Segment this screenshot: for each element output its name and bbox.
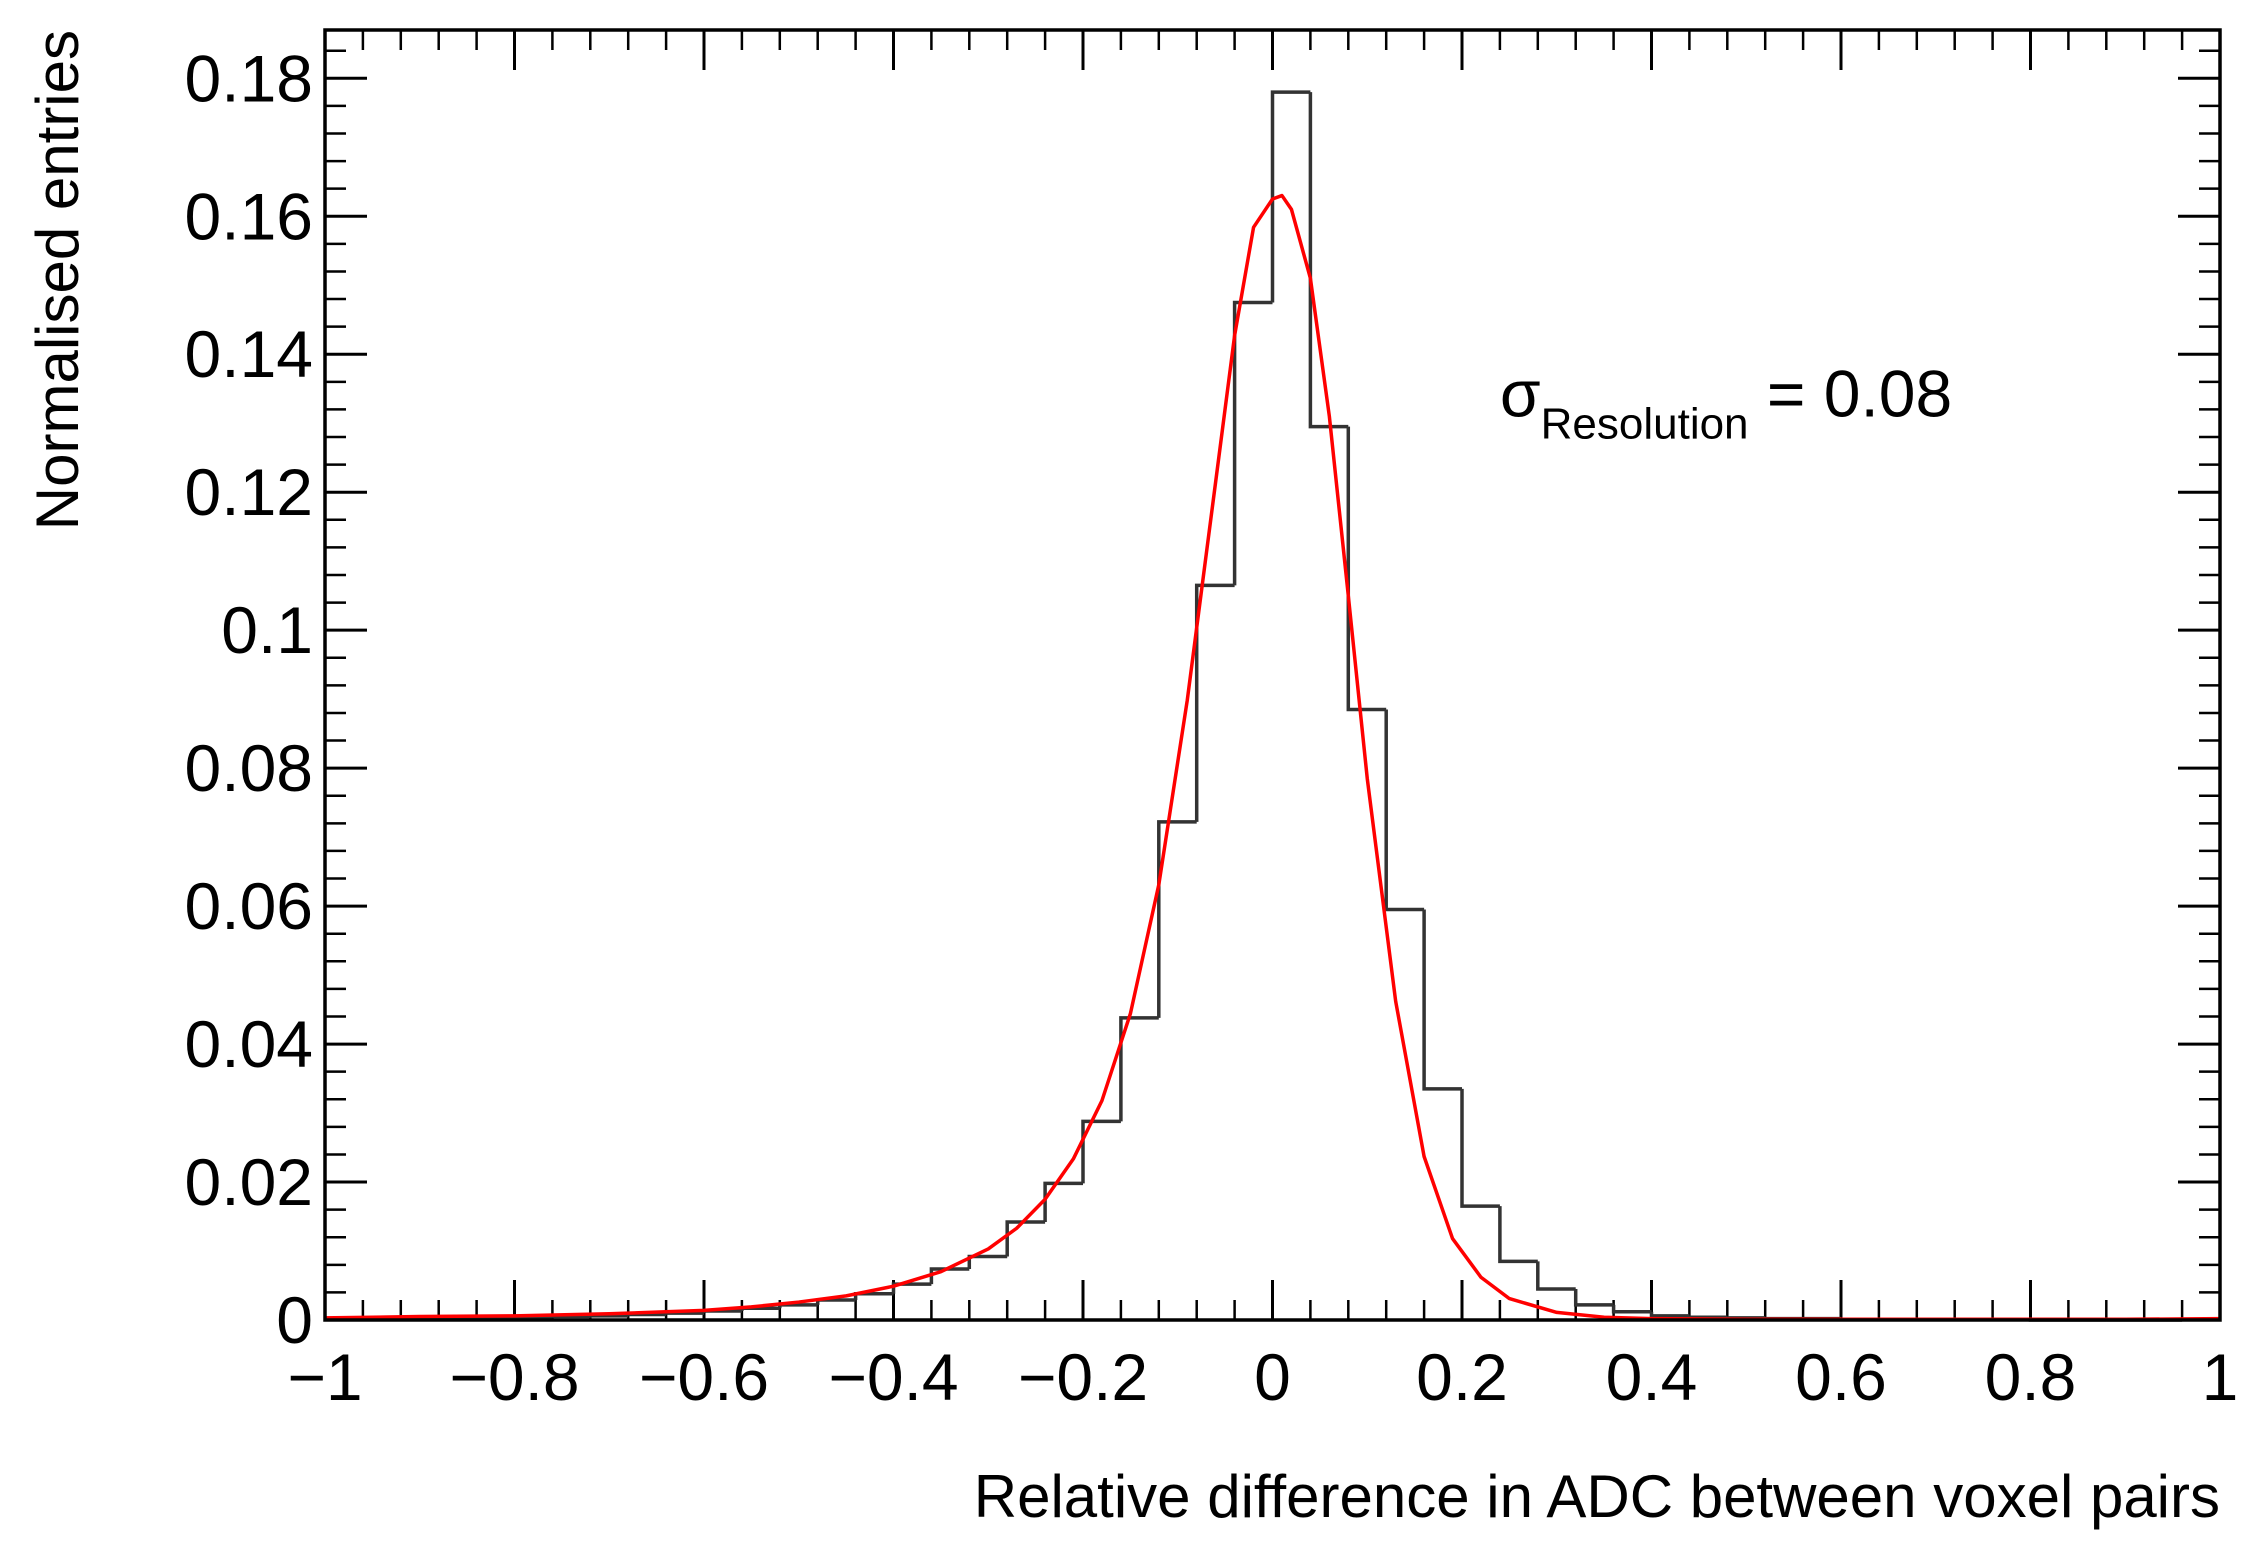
y-tick-label: 0.08: [185, 731, 313, 805]
x-axis-title: Relative difference in ADC between voxel…: [974, 1463, 2220, 1530]
histogram-bin: [1536, 1261, 1576, 1291]
histogram-bin: [1460, 1088, 1500, 1208]
resolution-value: = 0.08: [1749, 356, 1953, 430]
x-tick-label: 0.6: [1795, 1340, 1887, 1414]
resolution-annotation: σResolution = 0.08: [1500, 356, 1952, 448]
histogram-bin: [1232, 300, 1273, 586]
histogram-bin: [1043, 1181, 1083, 1223]
histogram-bin: [1611, 1304, 1652, 1314]
tick-labels: −1 −0.8 −0.6 −0.4 −0.2 0 0.2 0.4 0.6 0.8 1 0 0.02 0.0…: [185, 41, 2239, 1414]
y-tick-label: 0.18: [185, 41, 313, 115]
sigma-symbol: σ: [1500, 356, 1541, 430]
histogram-bin: [588, 1314, 629, 1318]
y-tick-label: 0: [276, 1283, 313, 1357]
histogram-bin: [1384, 709, 1425, 912]
y-axis-title: Normalised entries: [24, 30, 91, 530]
y-tick-label: 0.06: [185, 869, 313, 943]
histogram-bin: [1194, 583, 1235, 822]
histogram-bin: [1270, 90, 1311, 303]
axis-ticks: [323, 30, 2222, 1322]
histogram-bin: [1649, 1311, 1690, 1318]
x-tick-label: −0.8: [449, 1340, 579, 1414]
x-tick-label: −0.6: [639, 1340, 769, 1414]
x-tick-label: 0.4: [1606, 1340, 1698, 1414]
histogram-bin: [1573, 1288, 1614, 1307]
x-tick-label: 0.2: [1416, 1340, 1508, 1414]
histogram-bin: [1687, 1315, 1728, 1319]
fit-curve-layer: [324, 193, 2221, 1322]
histogram-bin: [891, 1282, 932, 1294]
histogram-bin: [1081, 1119, 1121, 1184]
histogram-bin: [1005, 1220, 1046, 1257]
y-tick-label: 0.04: [185, 1007, 313, 1081]
histogram-bin: [664, 1311, 704, 1315]
histogram-bin: [1346, 426, 1387, 712]
y-tick-label: 0.14: [185, 317, 313, 391]
y-tick-label: 0.02: [185, 1145, 313, 1219]
x-tick-label: 0: [1254, 1340, 1291, 1414]
x-tick-label: 1: [2202, 1340, 2239, 1414]
x-tick-label: −0.4: [828, 1340, 958, 1414]
y-tick-label: 0.16: [185, 179, 313, 253]
y-tick-label: 0.1: [221, 593, 313, 667]
x-tick-label: −1: [287, 1340, 362, 1414]
fit-curve: [324, 193, 2221, 1322]
sigma-subscript: Resolution: [1541, 399, 1749, 448]
histogram-bin: [1308, 92, 1349, 429]
histogram-bin: [1498, 1206, 1538, 1264]
x-tick-label: 0.8: [1985, 1340, 2077, 1414]
x-tick-label: −0.2: [1018, 1340, 1148, 1414]
histogram-bin: [1119, 1016, 1159, 1122]
histogram-bin: [626, 1312, 667, 1317]
histogram-bin: [1157, 820, 1197, 1018]
histogram-bin: [1422, 909, 1462, 1091]
y-tick-label: 0.12: [185, 455, 313, 529]
histogram-bin: [929, 1267, 970, 1285]
plot-frame: [323, 28, 2222, 1322]
